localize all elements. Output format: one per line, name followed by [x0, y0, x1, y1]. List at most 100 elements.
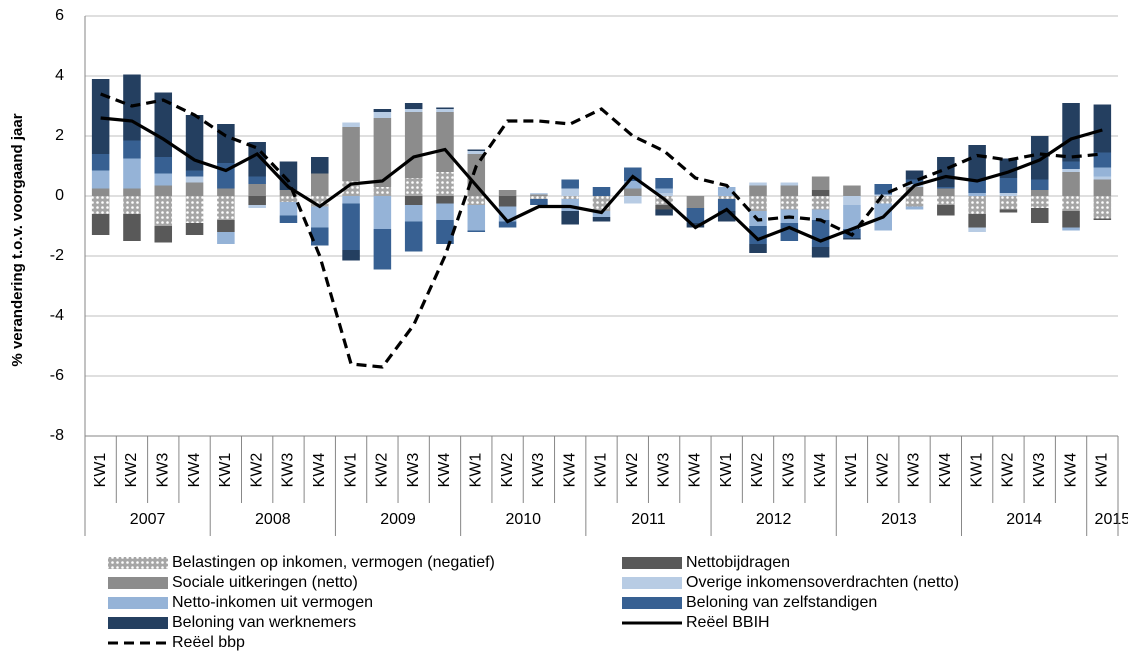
bar-segment	[968, 145, 986, 181]
bar-segment	[561, 179, 579, 189]
x-tick-label: KW4	[687, 453, 704, 488]
bar-segment	[436, 109, 454, 112]
bar-segment	[717, 187, 736, 196]
bar-segment	[154, 157, 173, 174]
bar-segment	[937, 188, 955, 196]
bar-segment	[404, 221, 423, 252]
y-tick-label: 4	[55, 67, 64, 84]
bar-segment	[91, 188, 110, 196]
x-tick-label: KW4	[937, 453, 954, 488]
bar-segment	[624, 167, 642, 181]
bar-segment	[624, 188, 642, 196]
bar-segment	[592, 187, 611, 196]
y-tick-label: 6	[55, 7, 64, 24]
bar-segment	[1062, 211, 1080, 228]
bar-segment	[436, 196, 454, 204]
bar-segment	[780, 196, 799, 210]
bar-segment	[780, 223, 799, 241]
x-tick-label: KW1	[468, 453, 485, 488]
bar-segment	[686, 196, 705, 208]
bar-segment	[91, 196, 110, 214]
bar-segment	[217, 124, 235, 163]
bar-segment	[592, 217, 611, 222]
bar-segment	[749, 244, 767, 253]
bar-segment	[498, 196, 517, 207]
bar-segment	[968, 181, 986, 193]
bar-segment	[1062, 172, 1080, 196]
bar-segment	[467, 151, 486, 154]
bar-segment	[999, 193, 1018, 196]
bar-segment	[561, 211, 579, 225]
bar-segment	[404, 178, 423, 196]
legend-label: Reëel bbp	[172, 634, 245, 651]
bar-segment	[467, 149, 486, 151]
bar-segment	[561, 196, 579, 199]
bar-segment	[1093, 152, 1112, 168]
bar-segment	[1030, 136, 1049, 180]
bar-segment	[248, 196, 266, 205]
bar-segment	[717, 199, 736, 211]
bar-segment	[561, 188, 579, 196]
bar-segment	[91, 154, 110, 171]
bar-segment	[185, 176, 204, 183]
x-tick-label: KW3	[655, 453, 672, 488]
bar-segment	[404, 109, 423, 112]
bar-segment	[154, 173, 173, 186]
bar-segment	[404, 205, 423, 222]
legend-label: Overige inkomensoverdrachten (netto)	[686, 574, 959, 591]
bar-segment	[968, 214, 986, 228]
x-tick-label: KW2	[374, 453, 391, 488]
year-label: 2012	[756, 511, 792, 528]
bar-segment	[404, 112, 423, 178]
bar-segment	[749, 196, 767, 211]
bar-segment	[436, 107, 454, 109]
bar-segment	[749, 182, 767, 186]
year-label: 2014	[1006, 511, 1042, 528]
bar-segment	[436, 112, 454, 172]
bar-segment	[937, 196, 955, 205]
bar-segment	[530, 199, 548, 205]
bar-segment	[185, 170, 204, 177]
bar-segment	[686, 223, 705, 228]
legend-swatch	[108, 597, 168, 609]
bar-segment	[342, 127, 360, 181]
bar-segment	[467, 205, 486, 231]
x-tick-label: KW3	[906, 453, 923, 488]
bar-segment	[530, 196, 548, 199]
bar-segment	[811, 209, 830, 220]
y-tick-label: -6	[50, 367, 64, 384]
bar-segment	[999, 209, 1018, 213]
bar-segment	[342, 196, 360, 204]
y-tick-label: 2	[55, 127, 64, 144]
x-tick-label: KW3	[154, 453, 171, 488]
bar-segment	[311, 157, 329, 174]
bar-segment	[467, 196, 486, 205]
bar-segment	[279, 215, 298, 223]
bar-segment	[1062, 169, 1080, 172]
year-label: 2013	[881, 511, 917, 528]
legend-label: Beloning van zelfstandigen	[686, 594, 877, 611]
bar-segment	[1093, 176, 1112, 180]
legend-label: Belastingen op inkomen, vermogen (negati…	[172, 554, 495, 571]
bar-segment	[248, 184, 266, 196]
y-axis-title: % verandering t.o.v. voorgaand jaar	[9, 113, 26, 366]
bar-segment	[811, 176, 830, 190]
x-tick-label: KW1	[843, 453, 860, 488]
x-tick-label: KW2	[123, 453, 140, 488]
bar-segment	[123, 196, 141, 214]
bar-segment	[780, 182, 799, 186]
bar-segment	[342, 203, 360, 250]
year-label: 2010	[505, 511, 541, 528]
bar-segment	[530, 194, 548, 196]
bar-segment	[498, 190, 517, 196]
bar-segment	[467, 230, 486, 232]
bar-segment	[968, 196, 986, 214]
bar-segment	[874, 194, 892, 196]
bar-segment	[279, 202, 298, 216]
legend-label: Reëel BBIH	[686, 614, 770, 631]
x-tick-label: KW4	[561, 453, 578, 488]
legend-swatch	[622, 557, 682, 569]
bar-segment	[905, 187, 924, 196]
x-tick-label: KW3	[781, 453, 798, 488]
year-label: 2015	[1095, 511, 1128, 528]
